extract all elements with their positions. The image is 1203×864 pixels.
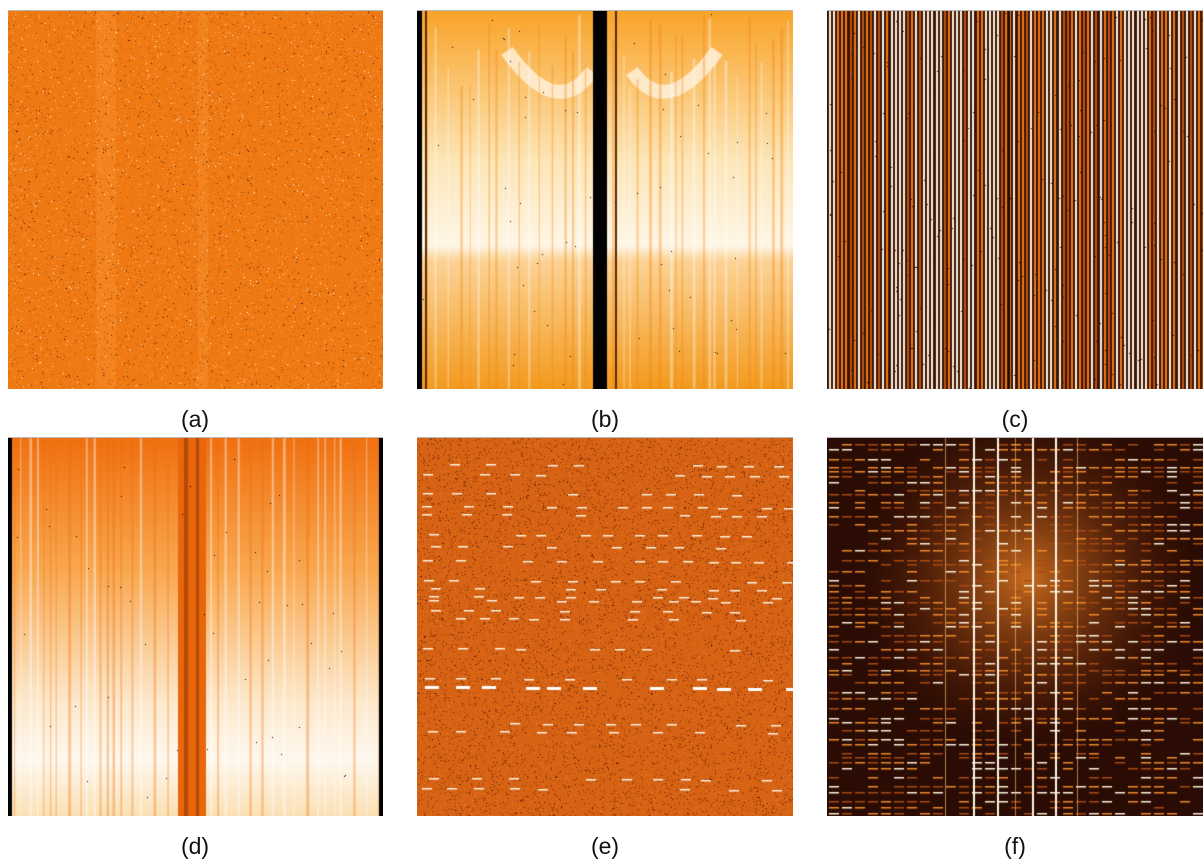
panel-a-caption: (a)	[180, 406, 210, 432]
panel-f-image	[827, 437, 1203, 816]
panel-d-image	[8, 437, 383, 816]
panel-d-caption: (d)	[180, 833, 210, 859]
panel-b-caption: (b)	[590, 406, 620, 432]
panel-c-caption: (c)	[1001, 406, 1029, 432]
panel-c-image	[827, 10, 1203, 389]
panel-b-image	[417, 10, 793, 389]
panel-a-image	[8, 10, 383, 389]
panel-e-image	[417, 437, 793, 816]
panel-f-caption: (f)	[1004, 833, 1026, 859]
panel-e-caption: (e)	[590, 833, 620, 859]
